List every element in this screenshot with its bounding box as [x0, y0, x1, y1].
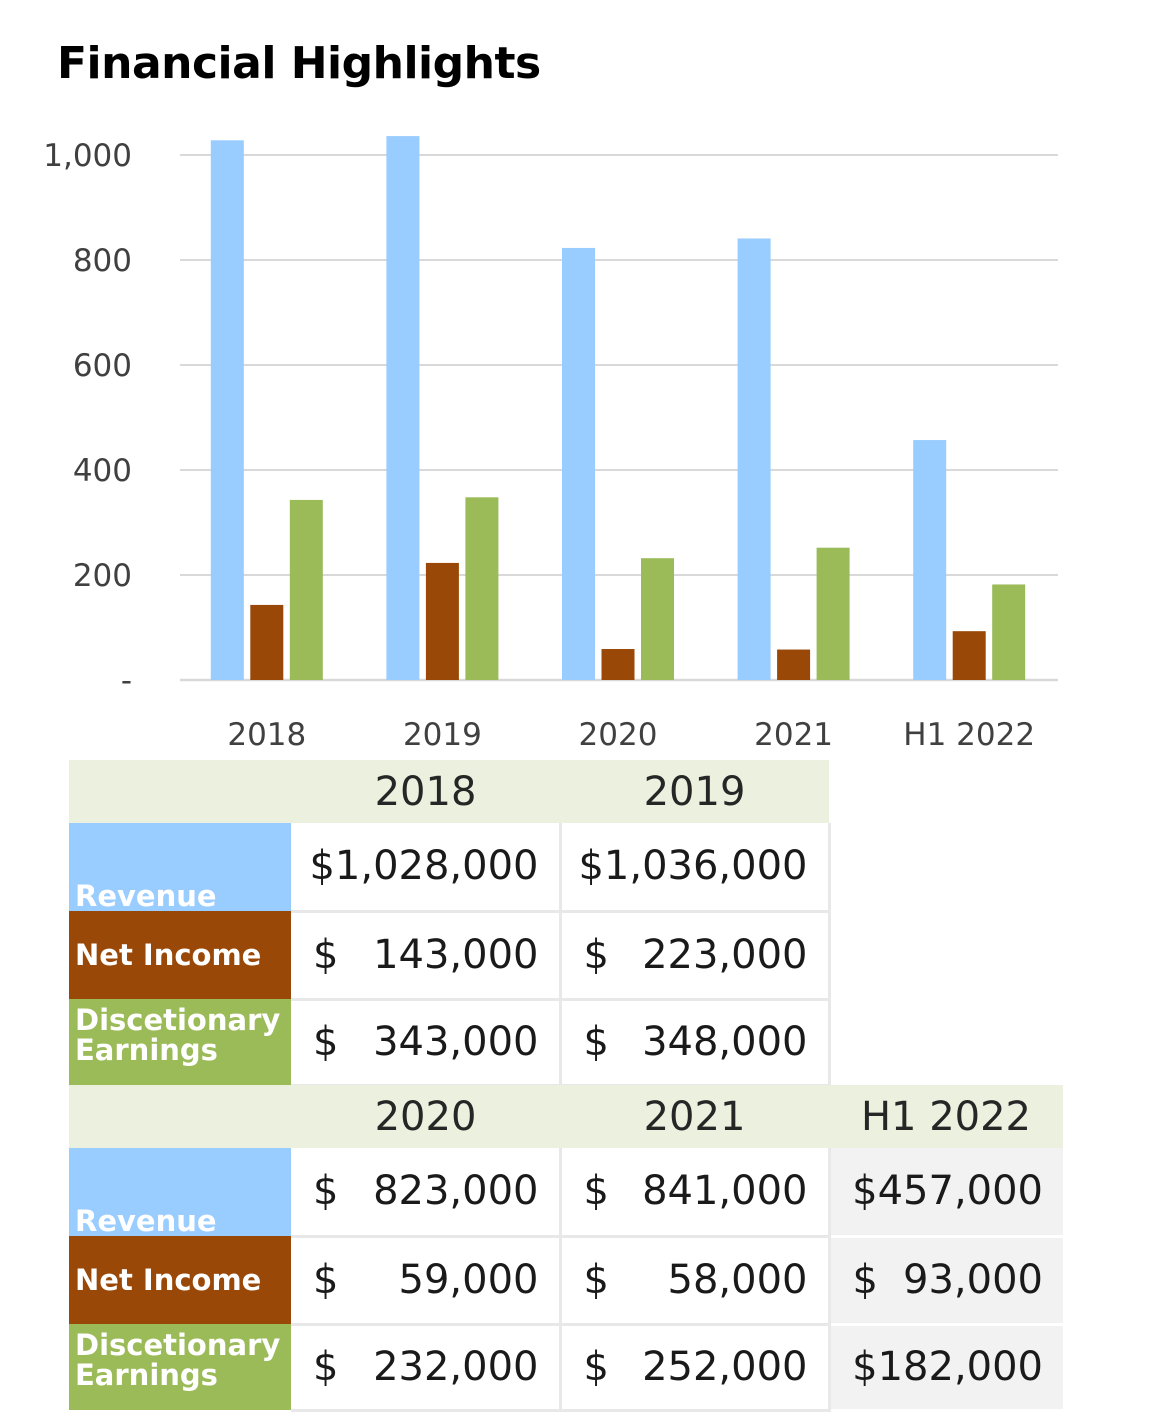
row-label-discretionary-earnings: Discetionary Earnings	[69, 1324, 291, 1410]
bar	[425, 562, 459, 680]
bar	[952, 631, 986, 680]
gridlines	[180, 154, 1058, 682]
bar	[289, 499, 323, 680]
row-label-text: Discetionary Earnings	[75, 1328, 281, 1393]
y-tick-label: 1,000	[43, 138, 132, 174]
bar	[250, 604, 284, 680]
financial-table-2020-h1-2022: 2020 2021 H1 2022 Revenue $823,000 $841,…	[69, 1085, 1063, 1412]
x-tick-label: H1 2022	[903, 717, 1035, 753]
y-axis-ticks: - 200 400 600 800 1,000	[43, 138, 132, 699]
row-label-net-income: Net Income	[69, 1236, 291, 1324]
bar	[386, 136, 420, 681]
value-cell: $232,000	[291, 1324, 562, 1412]
y-tick-label: 600	[73, 348, 132, 384]
value-cell: $841,000	[560, 1148, 831, 1238]
value-cell: $348,000	[560, 999, 831, 1087]
y-tick-label: 800	[73, 243, 132, 279]
value-cell: $58,000	[560, 1236, 831, 1326]
bar-chart: - 200 400 600 800 1,000 2018 2019 2020 2021 H1 20…	[43, 136, 1058, 753]
x-tick-label: 2019	[403, 717, 482, 753]
bar	[816, 547, 850, 680]
row-label-net-income: Net Income	[69, 911, 291, 999]
year-header: 2019	[560, 760, 829, 823]
y-tick-label: 200	[73, 558, 132, 594]
bar	[737, 238, 771, 680]
year-header: 2021	[560, 1085, 829, 1148]
bar	[562, 247, 595, 681]
chart-title: Financial Highlights	[57, 38, 541, 89]
bar	[992, 584, 1026, 680]
bar	[777, 649, 811, 680]
row-label-discretionary-earnings: Discetionary Earnings	[69, 999, 291, 1085]
bar	[641, 558, 674, 680]
bar	[913, 440, 947, 680]
value-cell: $1,036,000	[560, 823, 831, 913]
value-cell: $93,000	[829, 1236, 1063, 1326]
value-cell: $182,000	[829, 1324, 1063, 1412]
header-blank	[69, 760, 291, 823]
bar	[465, 497, 499, 680]
year-header: 2018	[291, 760, 560, 823]
value-cell: $252,000	[560, 1324, 831, 1412]
value-cell: $223,000	[560, 911, 831, 1001]
x-tick-label: 2020	[579, 717, 658, 753]
value-cell: $457,000	[829, 1148, 1063, 1238]
year-header: 2020	[291, 1085, 560, 1148]
value-cell: $143,000	[291, 911, 562, 1001]
x-tick-label: 2021	[754, 717, 833, 753]
y-tick-label: -	[121, 663, 132, 699]
header-blank	[69, 1085, 291, 1148]
row-label-revenue: Revenue	[69, 1148, 291, 1236]
row-label-revenue: Revenue	[69, 823, 291, 911]
value-cell: $823,000	[291, 1148, 562, 1238]
bars	[210, 136, 1026, 681]
row-label-text: Discetionary Earnings	[75, 1003, 281, 1068]
y-tick-label: 400	[73, 453, 132, 489]
year-header: H1 2022	[829, 1085, 1063, 1148]
value-cell: $59,000	[291, 1236, 562, 1326]
bar	[601, 649, 635, 680]
x-axis-ticks: 2018 2019 2020 2021 H1 2022	[227, 717, 1035, 753]
value-cell: $343,000	[291, 999, 562, 1087]
value-cell: $1,028,000	[291, 823, 562, 913]
x-tick-label: 2018	[227, 717, 306, 753]
bar	[210, 140, 244, 681]
financial-table-2018-2019: 2018 2019 Revenue $1,028,000 $1,036,000 …	[69, 760, 831, 1087]
